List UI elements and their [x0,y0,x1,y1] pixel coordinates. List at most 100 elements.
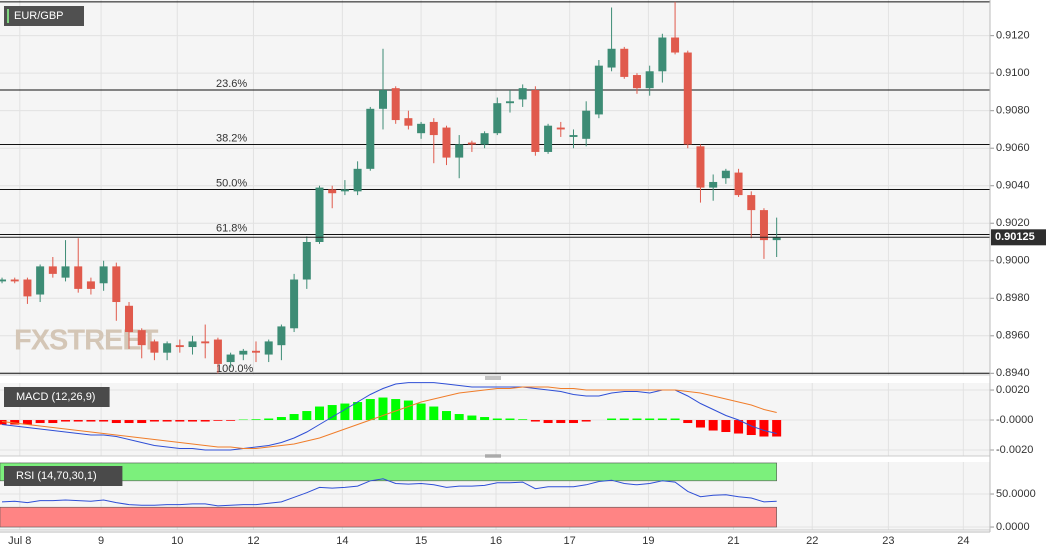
candle-body [696,146,705,188]
histogram-bar [505,418,515,421]
candle-body [290,279,299,329]
candle-body [264,341,273,355]
histogram-bar [607,418,617,421]
candle-body [252,350,261,353]
histogram-bar [734,420,744,434]
watermark: FXSTREET [14,325,159,357]
candle-body [0,279,7,282]
histogram-bar [61,420,71,422]
histogram-bar [188,420,198,422]
candle-body [556,127,565,130]
histogram-bar [315,406,325,421]
y-tick-label: -0.0000 [996,414,1033,426]
candle-body [671,37,680,53]
y-tick-label: -0.0020 [996,444,1033,456]
candle-body [188,341,197,348]
candle-body [99,266,108,284]
histogram-bar [264,418,274,421]
candle-body [683,52,692,145]
histogram-bar [403,400,413,421]
plot-area [0,0,990,375]
indicator-line [1,478,777,507]
indicator-title: MACD (12,26,9) [16,391,95,403]
histogram-bar [226,420,236,421]
indicator-line [1,382,777,451]
candle-body [505,101,514,104]
histogram-bar [708,420,718,431]
histogram-bar [22,420,32,425]
candle-body [378,90,387,109]
histogram-bar [480,417,490,421]
histogram-bar [124,420,134,424]
candle-body [201,341,210,344]
candle-body [340,189,349,192]
x-tick-label: 16 [490,535,502,547]
candle-body [569,135,578,137]
histogram-bar [175,420,185,422]
histogram-bar [429,406,439,421]
histogram-bar [695,420,705,428]
candle-body [163,343,172,353]
histogram-bar [441,411,451,421]
candle-body [213,339,222,364]
candle-body [175,345,184,348]
candle-body [302,241,311,280]
candle-body [366,108,375,169]
histogram-bar [619,418,629,421]
candle-body [480,133,489,145]
candle-body [442,127,451,158]
candle-body [721,170,730,179]
histogram-bar [353,402,363,421]
histogram-bar [73,420,83,422]
histogram-bar [391,399,401,421]
x-tick-label: 22 [806,535,818,547]
histogram-bar [200,420,210,422]
x-tick-label: 19 [642,535,654,547]
x-tick-label: 24 [957,535,969,547]
y-tick-label: 50.0000 [996,488,1036,500]
y-tick-label: 0.9100 [996,67,1030,79]
fib-label: 100.0% [216,363,254,375]
y-tick-label: 0.9040 [996,180,1030,192]
candle-body [112,266,121,303]
histogram-bar [137,420,147,424]
histogram-bar [302,411,312,421]
candle-body [125,305,134,333]
histogram-bar [556,420,566,424]
histogram-bar [721,420,731,433]
candle-body [353,168,362,192]
candle-body [747,195,756,211]
histogram-bar [327,405,337,421]
candle-body [150,341,159,353]
y-tick-label: 0.8960 [996,330,1030,342]
histogram-bar [492,418,502,421]
candle-body [658,37,667,72]
histogram-bar [251,419,261,421]
x-tick-label: 21 [727,535,739,547]
x-tick-label: 15 [415,535,427,547]
histogram-bar [670,418,680,421]
histogram-bar [35,420,45,424]
indicator-title-box [4,387,110,407]
last-price-label: 0.90125 [995,231,1035,243]
candle-body [467,142,476,145]
x-tick-label: 12 [247,535,259,547]
histogram-bar [48,420,58,424]
candle-body [429,121,438,136]
histogram-bar [683,420,693,424]
symbol-label: EUR/GBP [14,10,64,22]
candle-body [607,48,616,68]
symbol-box [4,6,84,26]
candle-body [645,71,654,89]
candle-body [493,103,502,134]
candle-body [74,266,83,289]
histogram-bar [454,414,464,421]
panel-handle [485,376,501,458]
candle-body [48,266,57,274]
y-tick-label: 0.0000 [996,521,1030,533]
histogram-bar [772,420,782,437]
candle-body [328,189,337,194]
candle-body [417,123,426,134]
histogram-bar [581,420,591,422]
